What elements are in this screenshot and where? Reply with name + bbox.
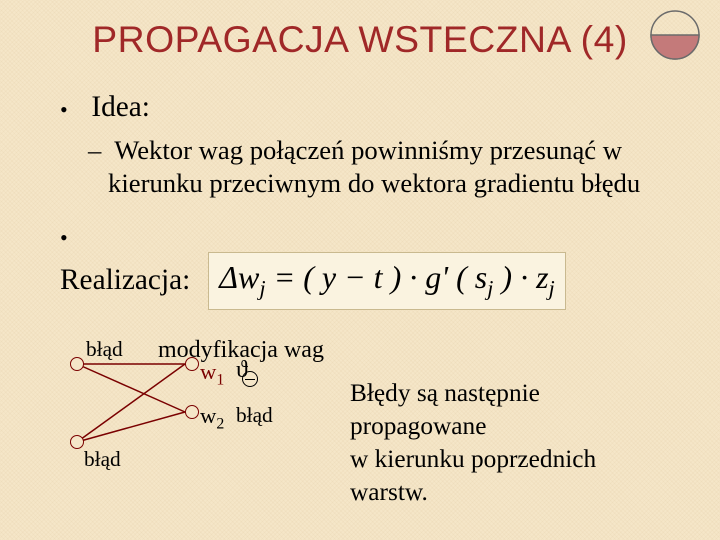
label-blad-bot: błąd (84, 447, 121, 472)
formula: Δwj = ( y − t ) · g' ( sj ) · zj (208, 252, 565, 310)
bullet-realizacja: Realizacja: Δwj = ( y − t ) · g' ( sj ) … (60, 219, 670, 310)
propagation-text: Błędy są następnie propagowane w kierunk… (350, 377, 670, 509)
realizacja-label: Realizacja: (60, 264, 190, 297)
node-in2 (70, 435, 84, 449)
bullet-idea: Idea: Wektor wag połączeń powinniśmy prz… (60, 91, 670, 201)
network-diagram: błąd błąd modyfikacja wag w1 w2 ϑ błąd B… (50, 335, 670, 515)
label-blad-right: błąd (236, 403, 273, 428)
label-w1: w1 (200, 359, 224, 390)
node-h2 (185, 405, 199, 419)
slide-title: PROPAGACJA WSTECZNA (4) (0, 0, 720, 61)
corner-logo (648, 8, 702, 67)
idea-label: Idea: (91, 91, 150, 123)
label-w2: w2 (200, 403, 224, 434)
idea-sub: Wektor wag połączeń powinniśmy przesunąć… (108, 134, 670, 201)
label-blad-top: błąd (86, 337, 123, 362)
label-theta: ϑ (236, 357, 248, 384)
content-area: Idea: Wektor wag połączeń powinniśmy prz… (0, 61, 720, 310)
node-in1 (70, 357, 84, 371)
